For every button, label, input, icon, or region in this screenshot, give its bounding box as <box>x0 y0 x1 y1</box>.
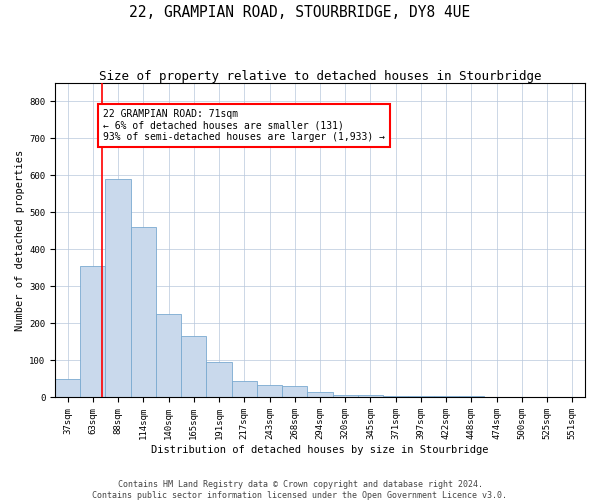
Bar <box>383 396 409 398</box>
Bar <box>232 381 257 398</box>
Text: 22 GRAMPIAN ROAD: 71sqm
← 6% of detached houses are smaller (131)
93% of semi-de: 22 GRAMPIAN ROAD: 71sqm ← 6% of detached… <box>103 109 385 142</box>
Bar <box>282 386 307 398</box>
X-axis label: Distribution of detached houses by size in Stourbridge: Distribution of detached houses by size … <box>151 445 489 455</box>
Bar <box>181 336 206 398</box>
Bar <box>106 179 131 398</box>
Bar <box>535 396 560 398</box>
Bar <box>509 396 535 398</box>
Bar <box>358 394 383 398</box>
Text: 22, GRAMPIAN ROAD, STOURBRIDGE, DY8 4UE: 22, GRAMPIAN ROAD, STOURBRIDGE, DY8 4UE <box>130 5 470 20</box>
Bar <box>55 379 80 398</box>
Text: Contains HM Land Registry data © Crown copyright and database right 2024.
Contai: Contains HM Land Registry data © Crown c… <box>92 480 508 500</box>
Bar <box>80 266 106 398</box>
Bar <box>307 392 332 398</box>
Bar <box>409 396 434 398</box>
Bar <box>484 396 509 398</box>
Bar <box>459 396 484 398</box>
Bar <box>206 362 232 398</box>
Bar <box>434 396 459 398</box>
Bar <box>560 396 585 398</box>
Bar <box>156 314 181 398</box>
Bar <box>257 384 282 398</box>
Title: Size of property relative to detached houses in Stourbridge: Size of property relative to detached ho… <box>99 70 541 83</box>
Y-axis label: Number of detached properties: Number of detached properties <box>15 150 25 331</box>
Bar <box>332 394 358 398</box>
Bar <box>131 228 156 398</box>
